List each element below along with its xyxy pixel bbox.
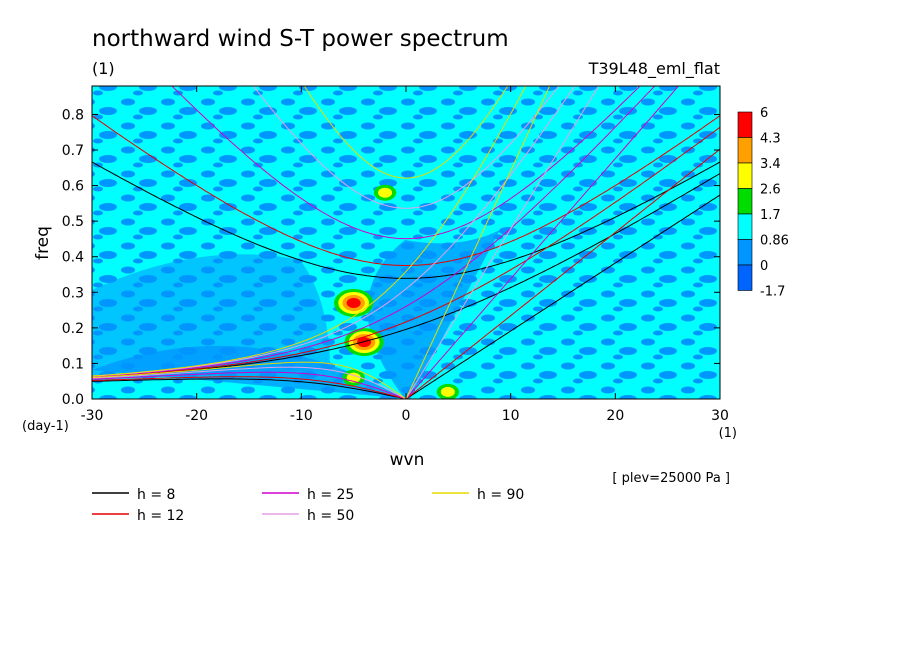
colorbar-label: 6	[760, 106, 768, 121]
x-tick-label: -10	[290, 408, 313, 424]
y-tick-label: 0.0	[62, 392, 84, 408]
dispersion-curve-ig	[92, 115, 720, 266]
colorbar-swatch	[737, 111, 753, 138]
x-unit-label: (1)	[719, 426, 737, 441]
dispersion-curve-mrg	[92, 86, 656, 378]
chart-subtitle-left: (1)	[92, 59, 115, 78]
y-tick-label: 0.7	[62, 143, 84, 159]
colorbar-swatch	[737, 188, 753, 215]
y-tick-label: 0.6	[62, 179, 84, 195]
dispersion-curve-kelvin	[405, 148, 720, 399]
colorbar-swatch	[737, 213, 753, 240]
y-unit-label: (day-1)	[22, 419, 69, 434]
legend: h = 8 h = 12 h = 25 h = 50 h = 90	[92, 487, 524, 524]
pressure-level-note: [ plev=25000 Pa ]	[612, 471, 730, 486]
dispersion-curve-mrg	[92, 86, 527, 377]
colorbar-label: 0	[760, 259, 768, 274]
legend-label: h = 12	[137, 508, 184, 524]
colorbar-label: 1.7	[760, 208, 781, 223]
dispersion-curves	[92, 86, 720, 399]
x-tick-label: 10	[502, 408, 520, 424]
colorbar-swatch	[737, 137, 753, 164]
legend-label: h = 8	[137, 487, 175, 503]
spectral-peak	[440, 386, 455, 397]
chart-title-group: northward wind S-T power spectrum (1) T3…	[92, 26, 720, 79]
dispersion-curve-ig	[252, 86, 560, 209]
dispersion-curve-mrg	[92, 126, 720, 378]
x-axis-ticks: -30 -20 -10 0 10 20 30	[81, 86, 729, 424]
colorbar-label: 3.4	[760, 157, 781, 172]
dispersion-curve-kelvin	[405, 86, 551, 399]
x-tick-label: 20	[606, 408, 624, 424]
chart-subtitle-right: T39L48_eml_flat	[588, 59, 720, 79]
y-tick-label: 0.1	[62, 356, 84, 372]
colorbar-label: 4.3	[760, 132, 781, 147]
y-tick-label: 0.8	[62, 107, 84, 123]
colorbar-swatch	[737, 264, 753, 291]
legend-label: h = 50	[307, 508, 354, 524]
colorbar: 6 4.3 3.4 2.6 1.7 0.86 0 -1.7	[737, 106, 789, 300]
dispersion-curve-ig	[171, 86, 641, 240]
x-tick-label: 0	[402, 408, 411, 424]
low-power-region-left	[92, 254, 330, 380]
dispersion-curve-rossby	[92, 366, 407, 399]
y-tick-label: 0.2	[62, 321, 84, 337]
y-tick-label: 0.5	[62, 214, 84, 230]
colorbar-label: 2.6	[760, 183, 781, 198]
dispersion-curve-rossby	[92, 361, 407, 399]
dispersion-curve-mrg	[92, 86, 576, 377]
x-axis-label: wvn	[390, 450, 425, 470]
chart-title: northward wind S-T power spectrum	[92, 26, 509, 52]
plot-area	[92, 86, 720, 399]
dispersion-curve-rossby	[92, 378, 407, 399]
colorbar-swatch	[737, 162, 753, 189]
y-tick-label: 0.4	[62, 250, 84, 266]
spectral-peak	[346, 297, 361, 308]
legend-label: h = 25	[307, 487, 354, 503]
dispersion-curve-rossby	[92, 376, 407, 399]
dispersion-curve-ig	[303, 86, 509, 179]
dispersion-curve-rossby	[92, 371, 407, 399]
y-tick-label: 0.3	[62, 285, 84, 301]
dispersion-curve-ig	[92, 161, 720, 279]
y-axis-ticks: 0.0 0.1 0.2 0.3 0.4 0.5 0.6 0.7 0.8	[62, 107, 720, 408]
x-tick-label: -20	[185, 408, 208, 424]
colorbar-swatch	[737, 239, 753, 266]
legend-label: h = 90	[477, 487, 524, 503]
y-axis-label: freq	[33, 226, 53, 260]
dispersion-curve-kelvin	[405, 194, 720, 399]
x-tick-label: -30	[81, 408, 104, 424]
x-tick-label: 30	[711, 408, 729, 424]
colorbar-label: 0.86	[760, 234, 789, 249]
colorbar-label: -1.7	[760, 285, 785, 300]
spectral-peak	[378, 187, 393, 198]
dispersion-curve-kelvin	[405, 86, 600, 399]
dispersion-curve-kelvin	[405, 86, 680, 399]
